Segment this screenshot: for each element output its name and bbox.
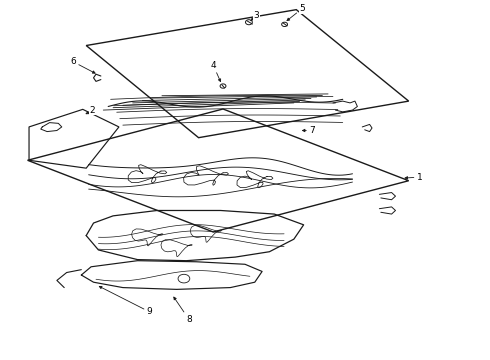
Text: 8: 8 [174,297,192,324]
Text: 9: 9 [99,287,152,316]
Text: 7: 7 [302,126,315,135]
Text: 4: 4 [210,61,221,82]
Text: 2: 2 [86,106,96,115]
Text: 6: 6 [70,57,95,73]
Text: 1: 1 [405,173,423,182]
Text: 3: 3 [251,11,259,21]
Text: 5: 5 [287,4,305,21]
